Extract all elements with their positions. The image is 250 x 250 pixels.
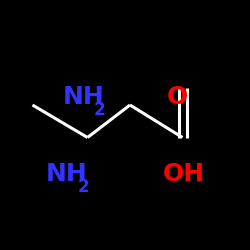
Text: OH: OH xyxy=(162,162,204,186)
Text: NH: NH xyxy=(62,85,104,109)
Text: 2: 2 xyxy=(77,178,89,196)
Text: O: O xyxy=(166,85,188,109)
Text: NH: NH xyxy=(46,162,88,186)
Text: 2: 2 xyxy=(94,101,105,119)
